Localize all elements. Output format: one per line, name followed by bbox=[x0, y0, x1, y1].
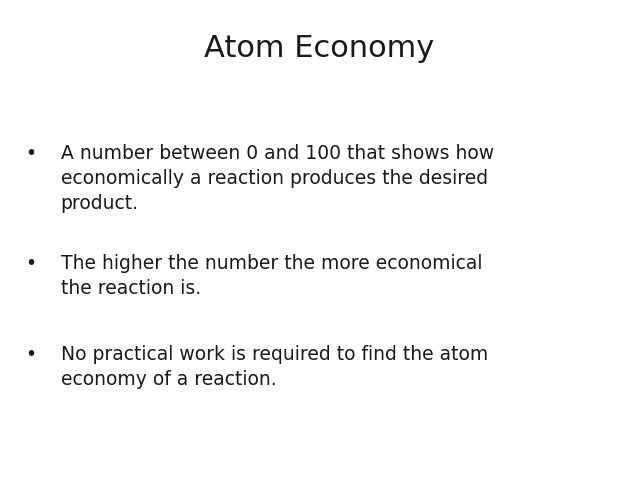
Text: •: • bbox=[25, 345, 36, 364]
Text: •: • bbox=[25, 144, 36, 163]
Text: The higher the number the more economical
the reaction is.: The higher the number the more economica… bbox=[61, 254, 482, 298]
Text: •: • bbox=[25, 254, 36, 273]
Text: A number between 0 and 100 that shows how
economically a reaction produces the d: A number between 0 and 100 that shows ho… bbox=[61, 144, 494, 213]
Text: Atom Economy: Atom Economy bbox=[204, 34, 434, 63]
Text: No practical work is required to find the atom
economy of a reaction.: No practical work is required to find th… bbox=[61, 345, 488, 389]
